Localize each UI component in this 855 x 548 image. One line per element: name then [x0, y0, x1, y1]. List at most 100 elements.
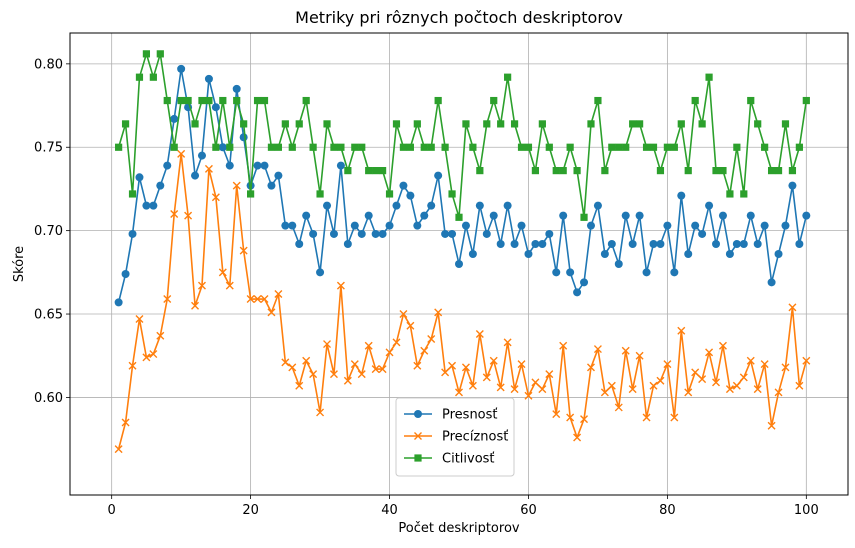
data-point [336, 281, 345, 290]
data-point [552, 268, 561, 277]
data-point [761, 143, 769, 151]
data-point [163, 161, 172, 170]
data-point [712, 166, 720, 175]
data-point [413, 120, 421, 128]
data-point [329, 370, 338, 379]
data-point [774, 388, 783, 397]
data-point [211, 103, 220, 112]
data-point [712, 239, 721, 248]
data-point [580, 415, 589, 424]
data-point [684, 388, 693, 397]
data-point [705, 348, 714, 357]
data-point [406, 321, 415, 330]
data-point [593, 201, 602, 210]
data-point [774, 166, 783, 175]
data-point [323, 340, 332, 349]
data-point [427, 201, 436, 210]
data-point [455, 213, 463, 221]
data-point [483, 120, 491, 128]
data-point [538, 239, 547, 248]
data-point [802, 211, 811, 220]
data-point [482, 373, 491, 382]
data-point [524, 249, 533, 258]
legend-label: Citlivosť [442, 452, 495, 467]
data-point [211, 193, 220, 202]
data-point [475, 201, 484, 210]
data-point [455, 260, 463, 268]
data-point [732, 381, 741, 390]
data-point [615, 143, 623, 151]
data-point [247, 190, 255, 198]
data-point [198, 96, 206, 105]
data-point [420, 143, 428, 151]
data-point [448, 361, 457, 370]
data-point [746, 211, 755, 220]
data-point [197, 151, 206, 160]
data-point [184, 211, 193, 220]
data-point [642, 413, 651, 422]
data-point [274, 290, 283, 299]
legend-label: Presnosť [442, 408, 498, 423]
data-point [746, 356, 755, 365]
data-point [566, 143, 574, 151]
data-point [698, 375, 707, 384]
data-point [149, 201, 158, 210]
data-point [601, 166, 609, 175]
x-axis-title: Počet deskriptorov [398, 521, 520, 536]
data-point [128, 229, 137, 238]
data-point [705, 201, 714, 210]
data-point [504, 73, 512, 81]
data-point [330, 143, 338, 151]
data-point [441, 368, 450, 377]
data-point [427, 335, 436, 344]
data-point [337, 143, 345, 151]
data-point [135, 315, 144, 324]
data-point [725, 249, 734, 258]
data-point [170, 143, 178, 151]
data-point [295, 239, 304, 248]
legend-item: Presnosť [404, 408, 498, 423]
y-tick-label: 0.65 [34, 308, 63, 323]
data-point [350, 360, 359, 369]
data-point [309, 370, 318, 379]
data-point [191, 120, 199, 128]
data-point [204, 74, 213, 83]
data-point [350, 221, 359, 230]
series-line [117, 153, 808, 450]
data-point [142, 201, 151, 210]
data-point [170, 114, 179, 123]
data-point [698, 120, 706, 128]
data-point [586, 363, 595, 372]
data-point [580, 278, 589, 287]
data-point [357, 229, 366, 238]
data-point [753, 239, 762, 248]
data-point [274, 143, 282, 151]
data-point [705, 73, 713, 81]
data-point [559, 341, 568, 350]
data-point [233, 96, 241, 105]
data-point [622, 143, 630, 151]
data-point [489, 356, 498, 365]
data-point [316, 190, 324, 198]
data-point [629, 120, 637, 128]
data-point [295, 120, 303, 128]
legend-marker [414, 410, 422, 418]
data-point [760, 360, 769, 369]
data-point [608, 143, 616, 151]
data-point [302, 211, 311, 220]
data-point [170, 209, 179, 218]
data-point [343, 239, 352, 248]
data-point [114, 298, 123, 307]
data-point [698, 229, 707, 238]
data-point [343, 376, 352, 385]
data-point [371, 365, 380, 374]
data-point [392, 201, 401, 210]
data-point [225, 281, 234, 290]
data-point [524, 391, 533, 400]
data-point [177, 149, 186, 158]
data-point [177, 64, 186, 73]
data-point [420, 211, 429, 220]
data-point [496, 239, 505, 248]
data-point [691, 96, 699, 105]
data-point [219, 96, 227, 105]
